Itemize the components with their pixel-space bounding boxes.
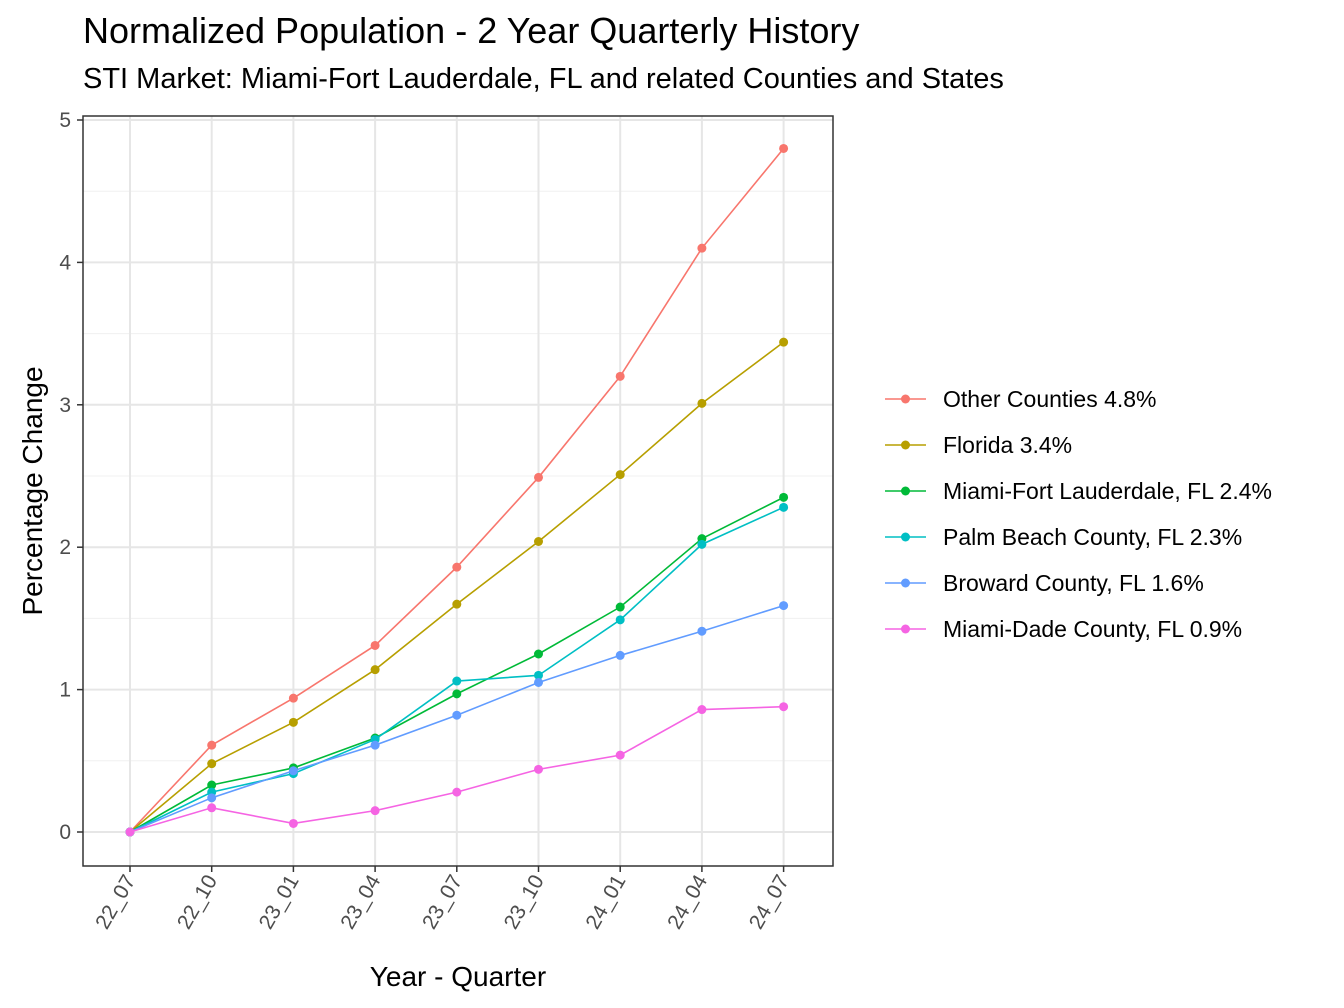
- legend-label: Palm Beach County, FL 2.3%: [943, 524, 1242, 550]
- data-point: [615, 470, 625, 480]
- legend-key-point: [901, 440, 910, 450]
- data-point: [779, 143, 789, 153]
- data-point: [452, 689, 462, 699]
- x-tick-label: 22_10: [173, 871, 222, 933]
- legend-item: Florida 3.4%: [885, 432, 1072, 458]
- data-point: [207, 780, 217, 790]
- series-5: [125, 702, 789, 837]
- legend-key-point: [901, 394, 910, 404]
- data-point: [452, 562, 462, 572]
- x-tick-label: 23_01: [255, 871, 304, 933]
- data-point: [697, 398, 707, 408]
- x-axis-title: Year - Quarter: [370, 961, 546, 992]
- x-tick-label: 24_07: [745, 871, 794, 933]
- legend-item: Broward County, FL 1.6%: [885, 570, 1204, 596]
- data-point: [288, 693, 298, 703]
- legend-label: Broward County, FL 1.6%: [943, 570, 1204, 596]
- data-point: [779, 337, 789, 347]
- grid-lines: [83, 116, 833, 866]
- data-point: [370, 640, 380, 650]
- data-point: [370, 740, 380, 750]
- y-tick-label: 3: [59, 394, 71, 417]
- series-group: [125, 143, 789, 837]
- plot-panel-border: [82, 115, 834, 867]
- x-tick-label: 23_10: [500, 871, 549, 933]
- legend-item: Other Counties 4.8%: [885, 386, 1157, 412]
- data-point: [288, 766, 298, 776]
- data-point: [779, 492, 789, 502]
- series-0: [125, 143, 789, 837]
- x-tick-label: 22_07: [91, 871, 140, 933]
- data-point: [615, 371, 625, 381]
- data-point: [534, 537, 543, 547]
- legend-key-point: [901, 532, 910, 542]
- data-point: [207, 759, 217, 769]
- y-axis-title: Percentage Change: [17, 366, 48, 615]
- data-point: [615, 650, 625, 660]
- data-point: [452, 787, 462, 797]
- data-point: [697, 626, 707, 636]
- legend-label: Florida 3.4%: [943, 432, 1072, 458]
- data-point: [615, 750, 625, 760]
- legend: Other Counties 4.8% Florida 3.4% Miami-For…: [885, 386, 1272, 642]
- series-1: [125, 337, 789, 837]
- legend-key-point: [901, 624, 910, 634]
- x-tick-label: 23_04: [336, 871, 385, 933]
- data-point: [534, 677, 543, 687]
- legend-key-point: [901, 486, 910, 496]
- y-tick-label: 4: [59, 251, 71, 274]
- x-tick-label: 24_04: [663, 871, 712, 933]
- data-point: [615, 615, 625, 625]
- data-point: [452, 710, 462, 720]
- data-point: [534, 764, 543, 774]
- data-point: [370, 806, 380, 816]
- y-tick-label: 0: [59, 821, 71, 844]
- series-3: [125, 502, 789, 837]
- data-point: [207, 740, 217, 750]
- legend-label: Other Counties 4.8%: [943, 386, 1157, 412]
- data-point: [779, 502, 789, 512]
- x-tick-label: 23_07: [418, 871, 467, 933]
- legend-item: Miami-Dade County, FL 0.9%: [885, 616, 1242, 642]
- legend-item: Palm Beach County, FL 2.3%: [885, 524, 1242, 550]
- data-point: [288, 717, 298, 727]
- data-point: [370, 665, 380, 675]
- data-point: [697, 243, 707, 253]
- legend-key-point: [901, 578, 910, 588]
- legend-label: Miami-Fort Lauderdale, FL 2.4%: [943, 478, 1272, 504]
- legend-item: Miami-Fort Lauderdale, FL 2.4%: [885, 478, 1272, 504]
- y-tick-label: 2: [59, 536, 71, 559]
- data-point: [779, 702, 789, 712]
- data-point: [779, 601, 789, 611]
- x-tick-label: 24_01: [581, 871, 630, 933]
- data-point: [452, 676, 462, 686]
- data-point: [534, 649, 543, 659]
- data-point: [534, 472, 543, 482]
- chart-title: Normalized Population - 2 Year Quarterly…: [83, 10, 860, 51]
- data-point: [125, 827, 135, 837]
- chart-subtitle: STI Market: Miami-Fort Lauderdale, FL an…: [83, 63, 1004, 95]
- data-point: [288, 818, 298, 828]
- legend-label: Miami-Dade County, FL 0.9%: [943, 616, 1242, 642]
- y-tick-label: 1: [59, 679, 71, 702]
- data-point: [207, 803, 217, 813]
- y-tick-label: 5: [59, 109, 71, 132]
- data-point: [207, 793, 217, 803]
- data-point: [534, 670, 543, 680]
- data-point: [697, 705, 707, 715]
- data-point: [697, 539, 707, 549]
- data-point: [452, 599, 462, 609]
- data-point: [615, 602, 625, 612]
